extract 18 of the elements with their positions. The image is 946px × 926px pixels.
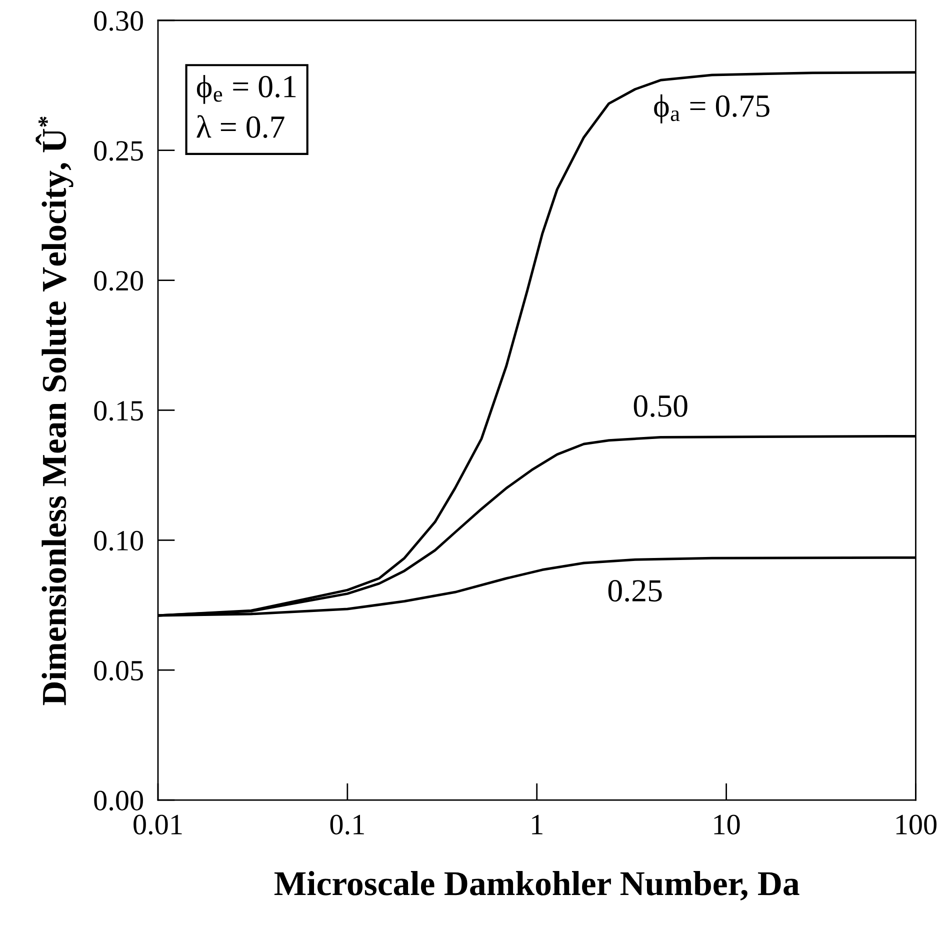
x-tick-label: 1 [532, 814, 542, 834]
y-tick-label: 0.20 [94, 270, 143, 291]
y-axis-title: Dimensionless Mean Solute Velocity, Û$^{*}$ [36, 116, 74, 706]
x-tick-label: 10 [714, 814, 740, 834]
x-tick-label: 0.1 [330, 814, 364, 835]
annotation: ϕ$_{e}$ = 0.1 λ = 0.7 [196, 74, 296, 138]
y-tick-label: 0.15 [94, 400, 143, 421]
series-label: 0.50 [634, 395, 688, 418]
y-tick-label: 0.10 [94, 530, 143, 551]
y-tick-label: 0.00 [94, 790, 143, 811]
x-axis-title: Microscale Damkohler Number, Da [274, 870, 800, 900]
series-label: 0.25 [608, 580, 662, 602]
y-tick-label: 0.25 [94, 141, 143, 161]
y-tick-label: 0.30 [94, 11, 143, 31]
series-label: ϕ$_{a}$ = 0.75 [654, 94, 770, 124]
x-tick-label: 0.01 [134, 814, 182, 835]
y-tick-label: 0.05 [94, 660, 143, 681]
x-tick-label: 100 [896, 814, 936, 834]
